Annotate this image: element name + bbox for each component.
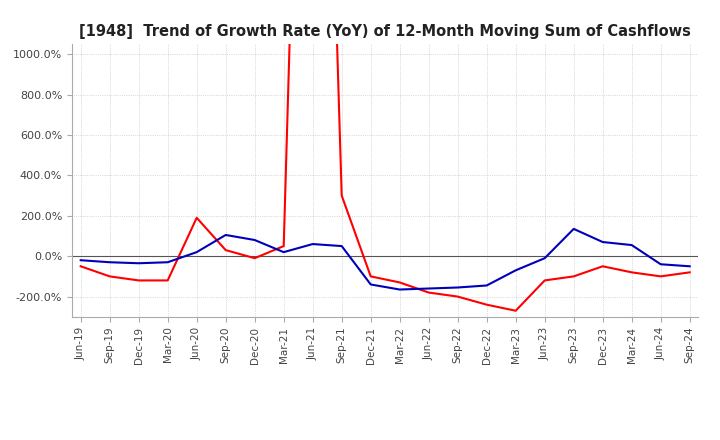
Operating Cashflow <box>570 274 578 279</box>
Free Cashflow <box>308 242 317 247</box>
Title: [1948]  Trend of Growth Rate (YoY) of 12-Month Moving Sum of Cashflows: [1948] Trend of Growth Rate (YoY) of 12-… <box>79 24 691 39</box>
Free Cashflow <box>163 260 172 265</box>
Operating Cashflow <box>454 294 462 299</box>
Free Cashflow <box>76 257 85 263</box>
Free Cashflow <box>279 249 288 255</box>
Operating Cashflow <box>192 215 201 220</box>
Free Cashflow <box>482 283 491 288</box>
Free Cashflow <box>192 249 201 255</box>
Operating Cashflow <box>685 270 694 275</box>
Free Cashflow <box>105 260 114 265</box>
Line: Operating Cashflow: Operating Cashflow <box>81 0 690 311</box>
Operating Cashflow <box>627 270 636 275</box>
Operating Cashflow <box>424 290 433 295</box>
Line: Free Cashflow: Free Cashflow <box>81 229 690 290</box>
Free Cashflow <box>598 239 607 245</box>
Operating Cashflow <box>366 274 375 279</box>
Operating Cashflow <box>482 302 491 307</box>
Operating Cashflow <box>135 278 143 283</box>
Free Cashflow <box>685 264 694 269</box>
Free Cashflow <box>424 286 433 291</box>
Free Cashflow <box>570 226 578 231</box>
Free Cashflow <box>395 287 404 292</box>
Free Cashflow <box>251 237 259 242</box>
Operating Cashflow <box>279 243 288 249</box>
Free Cashflow <box>338 243 346 249</box>
Operating Cashflow <box>657 274 665 279</box>
Operating Cashflow <box>251 256 259 261</box>
Operating Cashflow <box>76 264 85 269</box>
Free Cashflow <box>221 232 230 238</box>
Operating Cashflow <box>541 278 549 283</box>
Free Cashflow <box>541 256 549 261</box>
Free Cashflow <box>366 282 375 287</box>
Free Cashflow <box>454 285 462 290</box>
Free Cashflow <box>135 260 143 266</box>
Operating Cashflow <box>338 193 346 198</box>
Operating Cashflow <box>511 308 520 313</box>
Operating Cashflow <box>105 274 114 279</box>
Operating Cashflow <box>598 264 607 269</box>
Operating Cashflow <box>163 278 172 283</box>
Free Cashflow <box>657 262 665 267</box>
Free Cashflow <box>511 268 520 273</box>
Operating Cashflow <box>221 247 230 253</box>
Operating Cashflow <box>395 280 404 285</box>
Free Cashflow <box>627 242 636 248</box>
